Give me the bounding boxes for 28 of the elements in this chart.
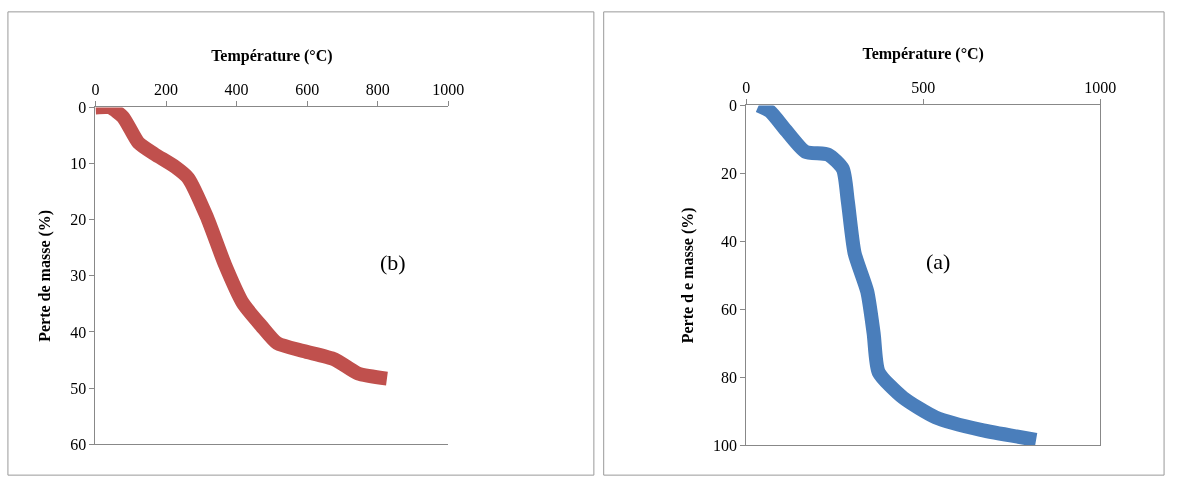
y-tick-label: 0 <box>729 97 738 115</box>
y-tick-label: 20 <box>70 211 87 229</box>
y-tick-label: 30 <box>70 267 87 285</box>
x-tick-label: 500 <box>911 79 936 97</box>
x-axis-title: Température (°C) <box>211 46 333 65</box>
x-tick-label: 1000 <box>1084 79 1117 97</box>
x-tick-label: 0 <box>91 81 100 99</box>
x-axis-title: Température (°C) <box>862 44 984 63</box>
annotation: (b) <box>380 250 406 275</box>
x-tick-label: 200 <box>154 81 179 99</box>
y-tick-label: 80 <box>721 368 738 386</box>
x-tick-label: 1000 <box>432 81 465 99</box>
y-tick-label: 40 <box>721 232 738 250</box>
y-tick-label: 60 <box>70 435 87 453</box>
annotation: (a) <box>926 249 951 274</box>
y-tick-label: 40 <box>70 323 87 341</box>
x-tick-label: 600 <box>295 81 320 99</box>
y-tick-label: 100 <box>713 436 738 454</box>
x-tick-label: 0 <box>742 79 751 97</box>
x-tick-label: 800 <box>365 81 390 99</box>
y-axis-title: Perte de masse (%) <box>36 209 55 342</box>
y-tick-label: 60 <box>721 300 738 318</box>
y-axis-title: Perte d e masse (%) <box>678 207 697 344</box>
y-tick-label: 50 <box>70 379 87 397</box>
y-tick-label: 0 <box>78 99 87 117</box>
y-tick-label: 20 <box>721 165 738 183</box>
y-tick-label: 10 <box>70 155 87 173</box>
x-tick-label: 400 <box>224 81 249 99</box>
